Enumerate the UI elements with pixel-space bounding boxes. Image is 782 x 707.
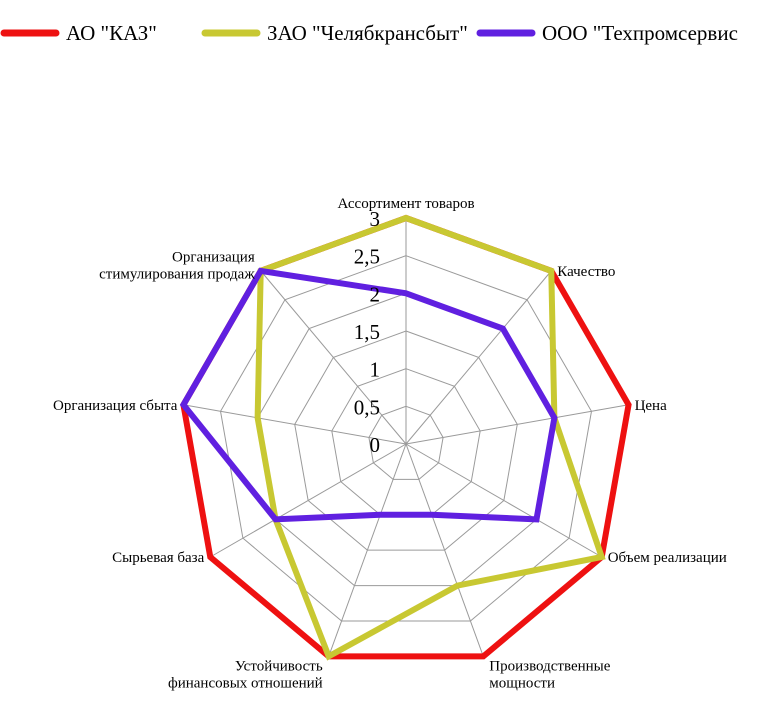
- grid-spoke: [183, 404, 407, 445]
- category-label: Организация: [172, 249, 255, 265]
- category-labels: Ассортимент товаров Качество Цена Объем реа…: [53, 196, 727, 691]
- category-label: Организация сбыта: [53, 398, 178, 414]
- tick-labels: 0 0,5 1 1,5 2 2,5 3: [354, 207, 380, 457]
- category-label: Объем реализации: [608, 550, 727, 566]
- legend-label-1: АО "КАЗ": [66, 21, 157, 45]
- grid-spoke: [210, 443, 407, 558]
- series-group: [179, 214, 632, 661]
- grid-spoke: [405, 270, 552, 445]
- grid-spoke: [405, 443, 484, 657]
- tick-label: 0: [370, 433, 381, 457]
- category-label: Ассортимент товаров: [337, 196, 474, 212]
- legend-label-2: ЗАО "Челябкрансбыт": [267, 21, 468, 45]
- legend: АО "КАЗ" ЗАО "Челябкрансбыт" ООО "Техпромс…: [0, 21, 738, 45]
- grid-ring: [368, 405, 444, 480]
- category-label: мощности: [489, 675, 555, 691]
- tick-label: 0,5: [354, 395, 380, 419]
- grid-spoke: [405, 443, 602, 558]
- grid-ring: [220, 255, 592, 622]
- grid-spoke: [328, 443, 407, 657]
- category-label: Производственные: [489, 658, 610, 674]
- tick-label: 2: [370, 282, 381, 306]
- category-label: финансовых отношений: [168, 675, 323, 691]
- category-label: Цена: [635, 398, 668, 414]
- tick-label: 1: [370, 358, 381, 382]
- category-label: стимулирования продаж: [99, 266, 255, 282]
- grid-spoke: [260, 270, 407, 445]
- category-label: Сырьевая база: [112, 550, 204, 566]
- category-label: Качество: [557, 264, 615, 280]
- legend-label-3: ООО "Техпромсервис: [542, 21, 738, 45]
- series-line-3: [179, 267, 558, 523]
- tick-label: 2,5: [354, 245, 380, 269]
- tick-label: 3: [370, 207, 381, 231]
- tick-label: 1,5: [354, 320, 380, 344]
- grid-spoke: [405, 404, 629, 445]
- category-label: Устойчивость: [235, 658, 323, 674]
- series-line-2: [254, 214, 606, 661]
- grid-ring: [294, 330, 518, 551]
